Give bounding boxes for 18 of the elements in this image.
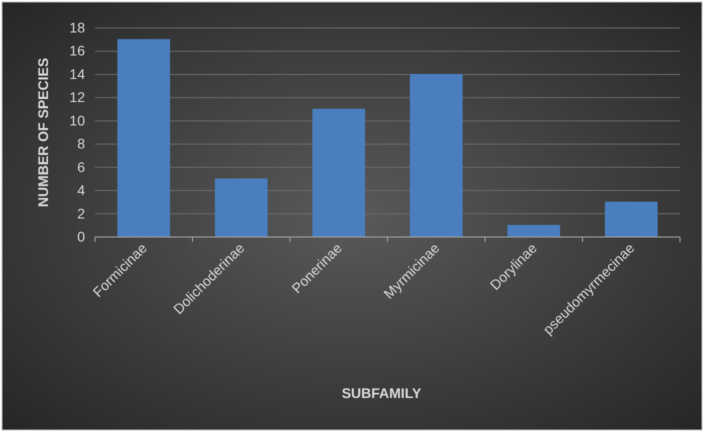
- bar: [214, 178, 268, 238]
- y-tick-label: 10: [69, 112, 86, 128]
- bar: [410, 74, 463, 238]
- y-tick-label: 2: [77, 205, 86, 222]
- y-tick-label: 14: [69, 66, 86, 82]
- bar: [117, 39, 170, 238]
- bar: [312, 108, 366, 238]
- y-tick-label: 6: [77, 158, 86, 175]
- y-tick-label: 12: [69, 89, 86, 106]
- y-tick-label: 8: [77, 136, 86, 152]
- y-tick-label: 4: [77, 182, 86, 198]
- x-axis-title: SUBFAMILY: [342, 385, 422, 401]
- y-tick-label: 16: [69, 42, 86, 59]
- y-axis-title: NUMBER OF SPECIES: [35, 58, 51, 208]
- y-tick-label: 0: [77, 228, 86, 244]
- y-tick-label: 18: [69, 19, 86, 36]
- bar: [507, 224, 560, 238]
- bar: [604, 202, 658, 238]
